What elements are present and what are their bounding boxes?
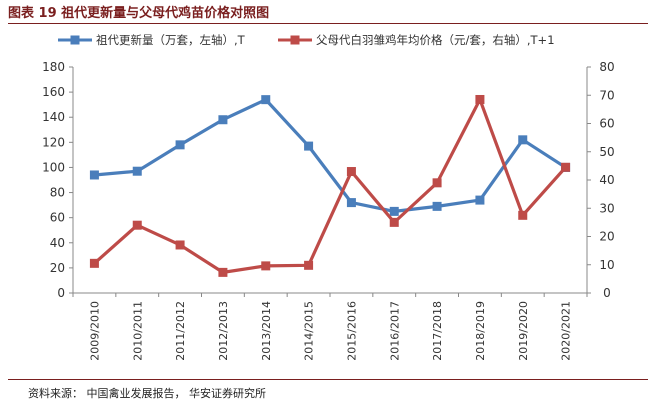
left-axis-tick-label: 20 — [50, 261, 65, 275]
series-line — [94, 98, 567, 213]
right-axis-tick-label: 20 — [599, 230, 614, 244]
data-point-marker — [432, 201, 442, 211]
right-axis-tick-label: 40 — [599, 173, 614, 187]
left-axis-tick-label: 160 — [42, 85, 65, 99]
legend-entry: 祖代更新量（万套，左轴）,T — [58, 33, 246, 47]
source-divider — [8, 379, 648, 380]
data-point-marker — [304, 141, 314, 151]
data-point-marker — [304, 260, 314, 270]
left-axis-tick-label: 60 — [50, 211, 65, 225]
series-0 — [89, 95, 571, 216]
data-point-marker — [175, 140, 185, 150]
right-axis-tick-label: 30 — [599, 201, 614, 215]
x-axis-tick-label: 2018/2019 — [474, 301, 487, 361]
data-point-marker — [561, 162, 571, 172]
data-point-marker — [132, 166, 142, 176]
data-point-marker — [475, 94, 485, 104]
legend: 祖代更新量（万套，左轴）,T 父母代白羽雏鸡年均价格（元/套，右轴）,T+1 — [58, 33, 555, 47]
legend-label: 父母代白羽雏鸡年均价格（元/套，右轴）,T+1 — [316, 33, 555, 47]
chart-title: 图表 19 祖代更新量与父母代鸡苗价格对照图 — [8, 6, 270, 21]
chart-axes: 0 20 40 60 80 100 120 140 160 180 0 10 20 30 40 50 60 70 8… — [42, 60, 615, 361]
left-axis-tick-label: 40 — [50, 236, 65, 250]
data-point-marker — [89, 170, 99, 180]
right-axis-tick-label: 0 — [603, 286, 611, 300]
data-point-marker — [518, 135, 528, 145]
title-divider — [8, 23, 648, 24]
data-point-marker — [261, 261, 271, 271]
right-axis-tick-label: 10 — [599, 258, 614, 272]
x-axis-tick-label: 2020/2021 — [560, 301, 573, 361]
right-axis-tick-label: 80 — [599, 60, 614, 74]
x-axis-tick-label: 2015/2016 — [345, 301, 358, 361]
left-axis-tick-label: 80 — [50, 186, 65, 200]
data-point-marker — [475, 195, 485, 205]
x-axis-tick-label: 2014/2015 — [303, 301, 316, 361]
right-axis-tick-label: 70 — [599, 88, 614, 102]
data-point-marker — [261, 95, 271, 105]
series-1 — [89, 94, 571, 277]
x-axis-tick-label: 2011/2012 — [174, 301, 187, 361]
series-line — [93, 97, 567, 274]
data-point-marker — [175, 240, 185, 250]
x-axis-tick-label: 2009/2010 — [88, 301, 101, 361]
data-point-marker — [346, 167, 356, 177]
x-axis-tick-label: 2012/2013 — [217, 301, 230, 361]
data-point-marker — [89, 258, 99, 268]
data-point-marker — [218, 267, 228, 277]
data-point-marker — [132, 220, 142, 230]
legend-marker-swatch — [290, 35, 300, 45]
legend-entry: 父母代白羽雏鸡年均价格（元/套，右轴）,T+1 — [278, 33, 555, 47]
left-axis-tick-label: 140 — [42, 110, 65, 124]
data-point-marker — [432, 178, 442, 188]
data-point-marker — [218, 115, 228, 125]
data-point-marker — [389, 206, 399, 216]
right-axis-tick-label: 50 — [599, 145, 614, 159]
left-axis-tick-label: 180 — [42, 60, 65, 74]
x-axis-tick-label: 2019/2020 — [517, 301, 530, 361]
data-point-marker — [518, 210, 528, 220]
x-axis-tick-label: 2010/2011 — [131, 301, 144, 361]
data-point-marker — [346, 198, 356, 208]
legend-label: 祖代更新量（万套，左轴）,T — [96, 33, 246, 47]
x-axis-tick-label: 2013/2014 — [260, 301, 273, 361]
source-note: 资料来源： 中国禽业发展报告， 华安证券研究所 — [28, 387, 266, 400]
left-axis-tick-label: 100 — [42, 160, 65, 174]
legend-marker-swatch — [70, 35, 80, 45]
data-point-marker — [389, 217, 399, 227]
left-axis-tick-label: 120 — [42, 135, 65, 149]
x-axis-tick-label: 2017/2018 — [431, 301, 444, 361]
series-layer — [89, 94, 571, 277]
x-axis-tick-label: 2016/2017 — [388, 301, 401, 361]
right-axis-tick-label: 60 — [599, 117, 614, 131]
left-axis-tick-label: 0 — [57, 286, 65, 300]
